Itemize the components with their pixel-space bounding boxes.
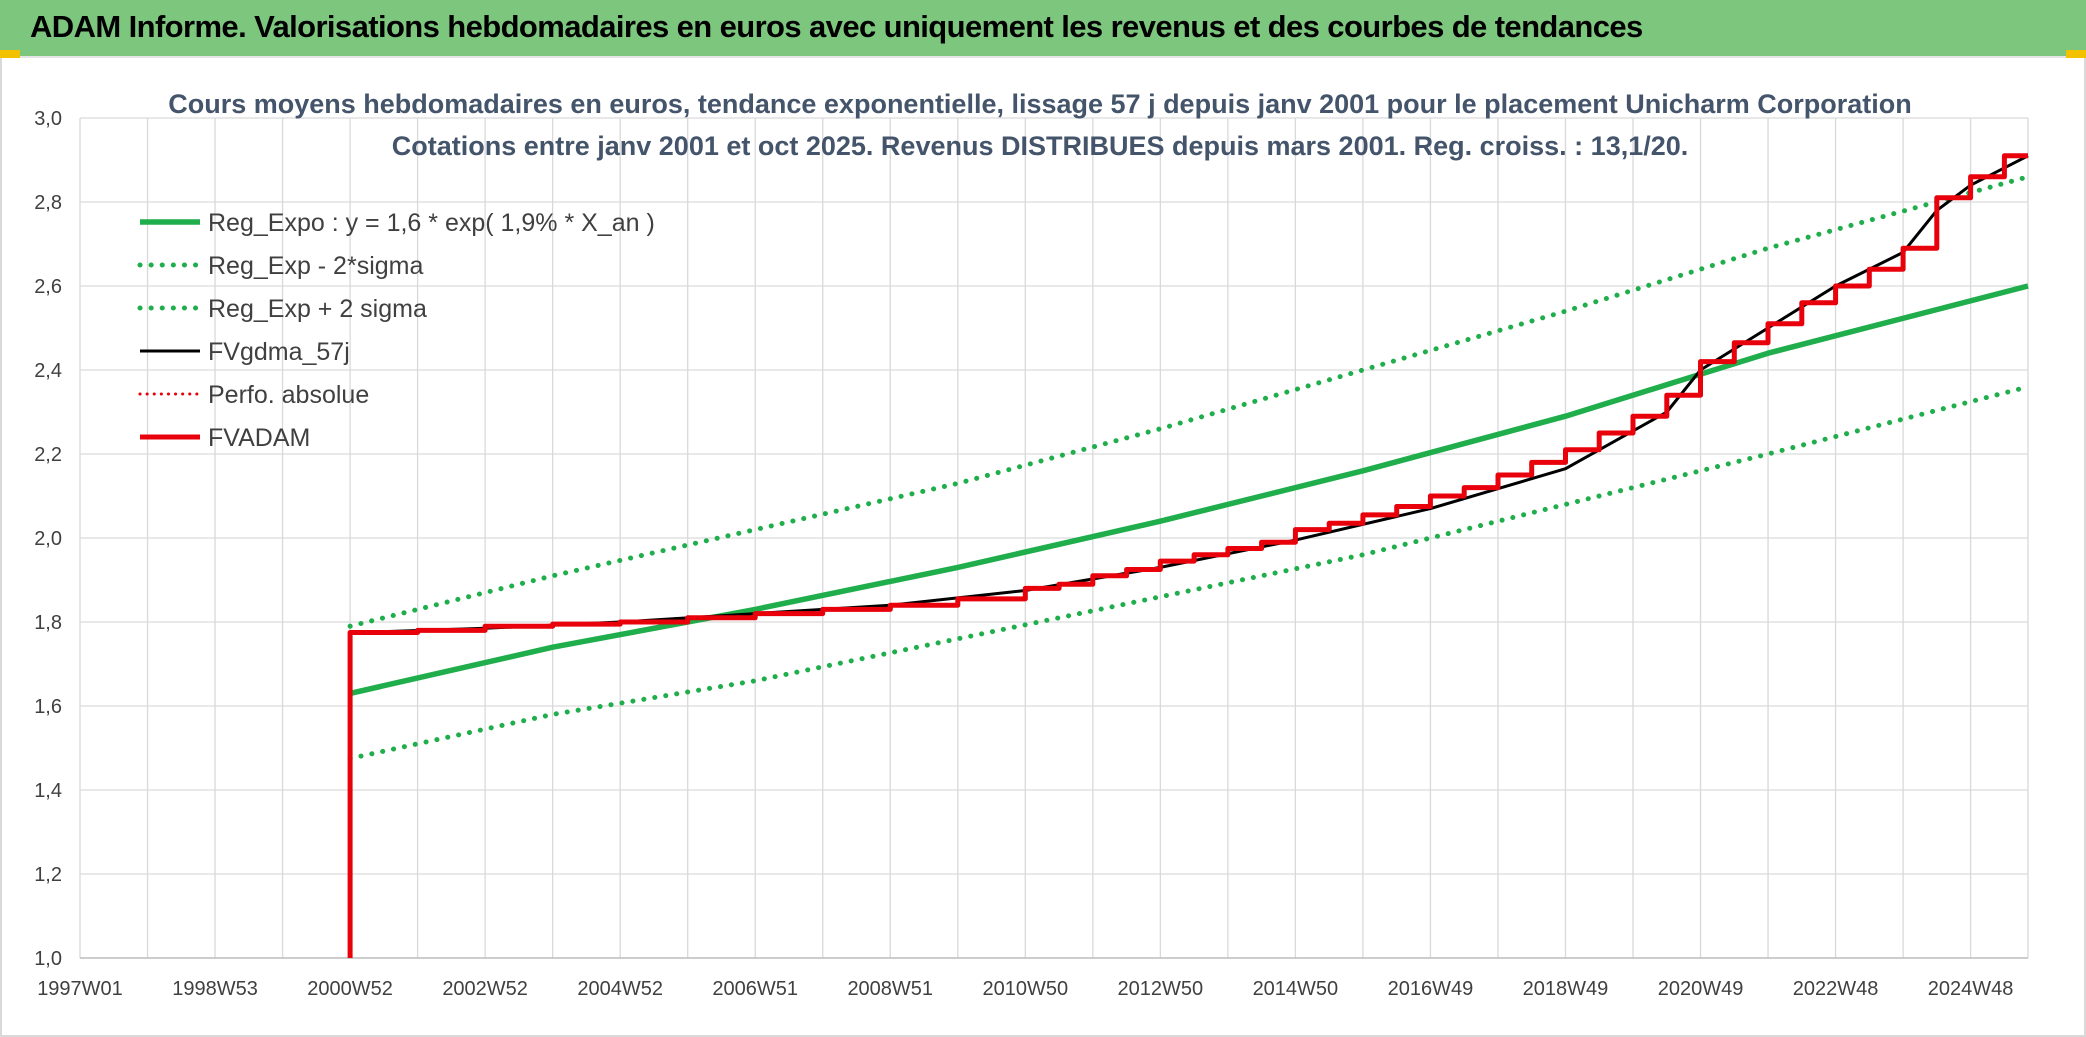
legend-label: FVgdma_57j — [208, 338, 350, 366]
chart-frame — [0, 58, 2086, 1037]
x-tick-label: 2012W50 — [1118, 978, 1204, 1000]
x-tick-label: 2024W48 — [1928, 978, 2014, 1000]
series-group — [347, 153, 2031, 958]
header-banner: ADAM Informe. Valorisations hebdomadaire… — [0, 0, 2086, 58]
y-tick-label: 2,0 — [34, 528, 62, 550]
x-tick-label: 2020W49 — [1658, 978, 1744, 1000]
x-tick-label: 1997W01 — [37, 978, 123, 1000]
legend-label: Reg_Expo : y = 1,6 * exp( 1,9% * X_an ) — [208, 209, 655, 237]
legend-label: Perfo. absolue — [208, 381, 369, 409]
x-tick-label: 1998W53 — [172, 978, 258, 1000]
series-line-2 — [347, 174, 2031, 629]
y-tick-label: 1,6 — [34, 696, 62, 718]
series-line-5 — [347, 153, 2028, 958]
series-line-1 — [347, 384, 2031, 761]
y-tick-label: 1,2 — [34, 864, 62, 886]
page-title: ADAM Informe. Valorisations hebdomadaire… — [30, 9, 1643, 44]
corner-mark-left — [0, 50, 20, 58]
x-tick-label: 2000W52 — [307, 978, 393, 1000]
y-tick-label: 2,8 — [34, 192, 62, 214]
y-tick-label: 2,2 — [34, 444, 62, 466]
y-tick-label: 3,0 — [34, 108, 62, 130]
x-tick-label: 2002W52 — [442, 978, 528, 1000]
x-tick-label: 2006W51 — [712, 978, 798, 1000]
series-line-0 — [349, 283, 2029, 697]
y-tick-label: 1,0 — [34, 948, 62, 970]
legend-label: Reg_Exp - 2*sigma — [208, 252, 423, 280]
chart-title: Cours moyens hebdomadaires en euros, ten… — [168, 89, 1912, 119]
y-axis-ticks: 1,0 1,2 1,4 1,6 1,8 2,0 2,2 2,4 2,6 2,8 3,0 — [34, 108, 62, 970]
x-tick-label: 2018W49 — [1523, 978, 1609, 1000]
x-tick-label: 2014W50 — [1253, 978, 1339, 1000]
y-tick-label: 2,4 — [34, 360, 62, 382]
grid — [79, 117, 2029, 959]
x-tick-label: 2016W49 — [1388, 978, 1474, 1000]
x-tick-label: 2022W48 — [1793, 978, 1879, 1000]
corner-mark-right — [2066, 50, 2086, 58]
x-tick-label: 2004W52 — [577, 978, 663, 1000]
x-tick-label: 2008W51 — [847, 978, 933, 1000]
x-tick-label: 2010W50 — [982, 978, 1068, 1000]
y-tick-label: 2,6 — [34, 276, 62, 298]
chart-subtitle: Cotations entre janv 2001 et oct 2025. R… — [392, 131, 1689, 161]
legend-label: FVADAM — [208, 424, 310, 452]
y-tick-label: 1,4 — [34, 780, 62, 802]
legend: Reg_Expo : y = 1,6 * exp( 1,9% * X_an ) R… — [137, 209, 655, 452]
y-tick-label: 1,8 — [34, 612, 62, 634]
x-axis-ticks: 1997W01 1998W53 2000W52 2002W52 2004W52 2006W… — [37, 978, 2013, 1000]
legend-label: Reg_Exp + 2 sigma — [208, 295, 427, 323]
